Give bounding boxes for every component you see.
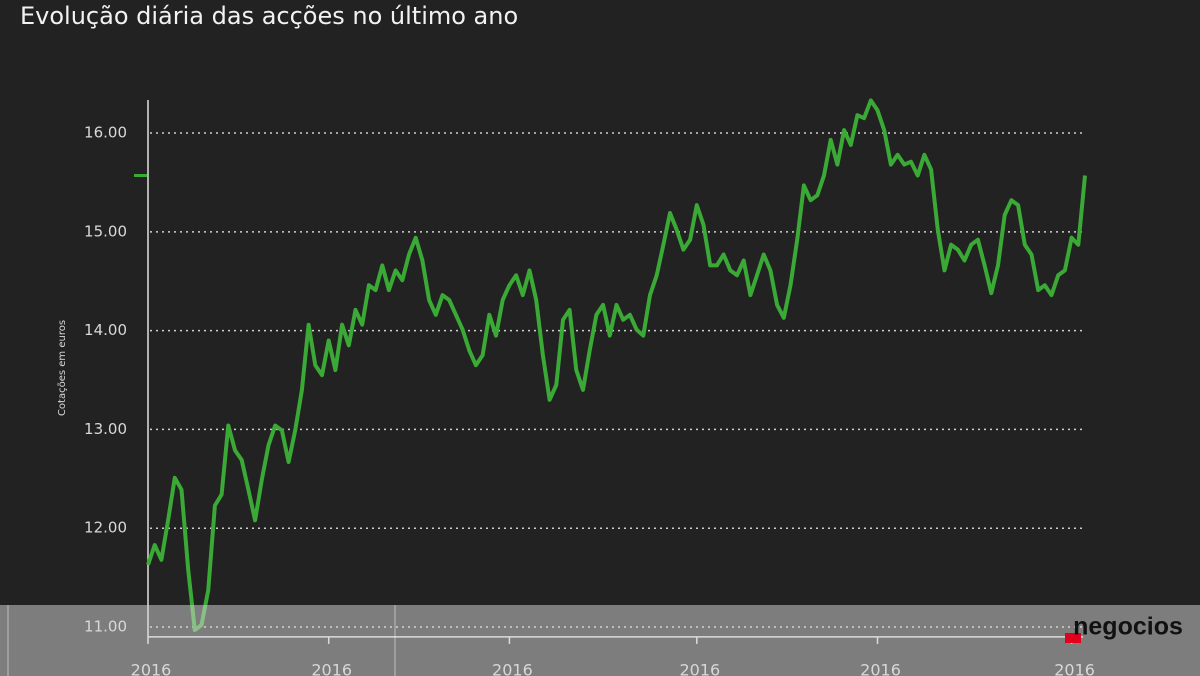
- logo: negocios: [1073, 613, 1183, 641]
- chart-title: Evolução diária das acções no último ano: [20, 2, 518, 30]
- price-line: [146, 98, 1087, 632]
- logo-mark: [1065, 633, 1081, 643]
- y-tick-label: 12.00: [84, 519, 127, 537]
- player-overlay: [0, 605, 1200, 676]
- y-tick-label: 15.00: [84, 222, 127, 240]
- y-tick-label: 14.00: [84, 321, 127, 339]
- y-tick-label: 13.00: [84, 420, 127, 438]
- y-axis-label: Cotações em euros: [57, 320, 68, 416]
- y-tick-label: 16.00: [84, 124, 127, 142]
